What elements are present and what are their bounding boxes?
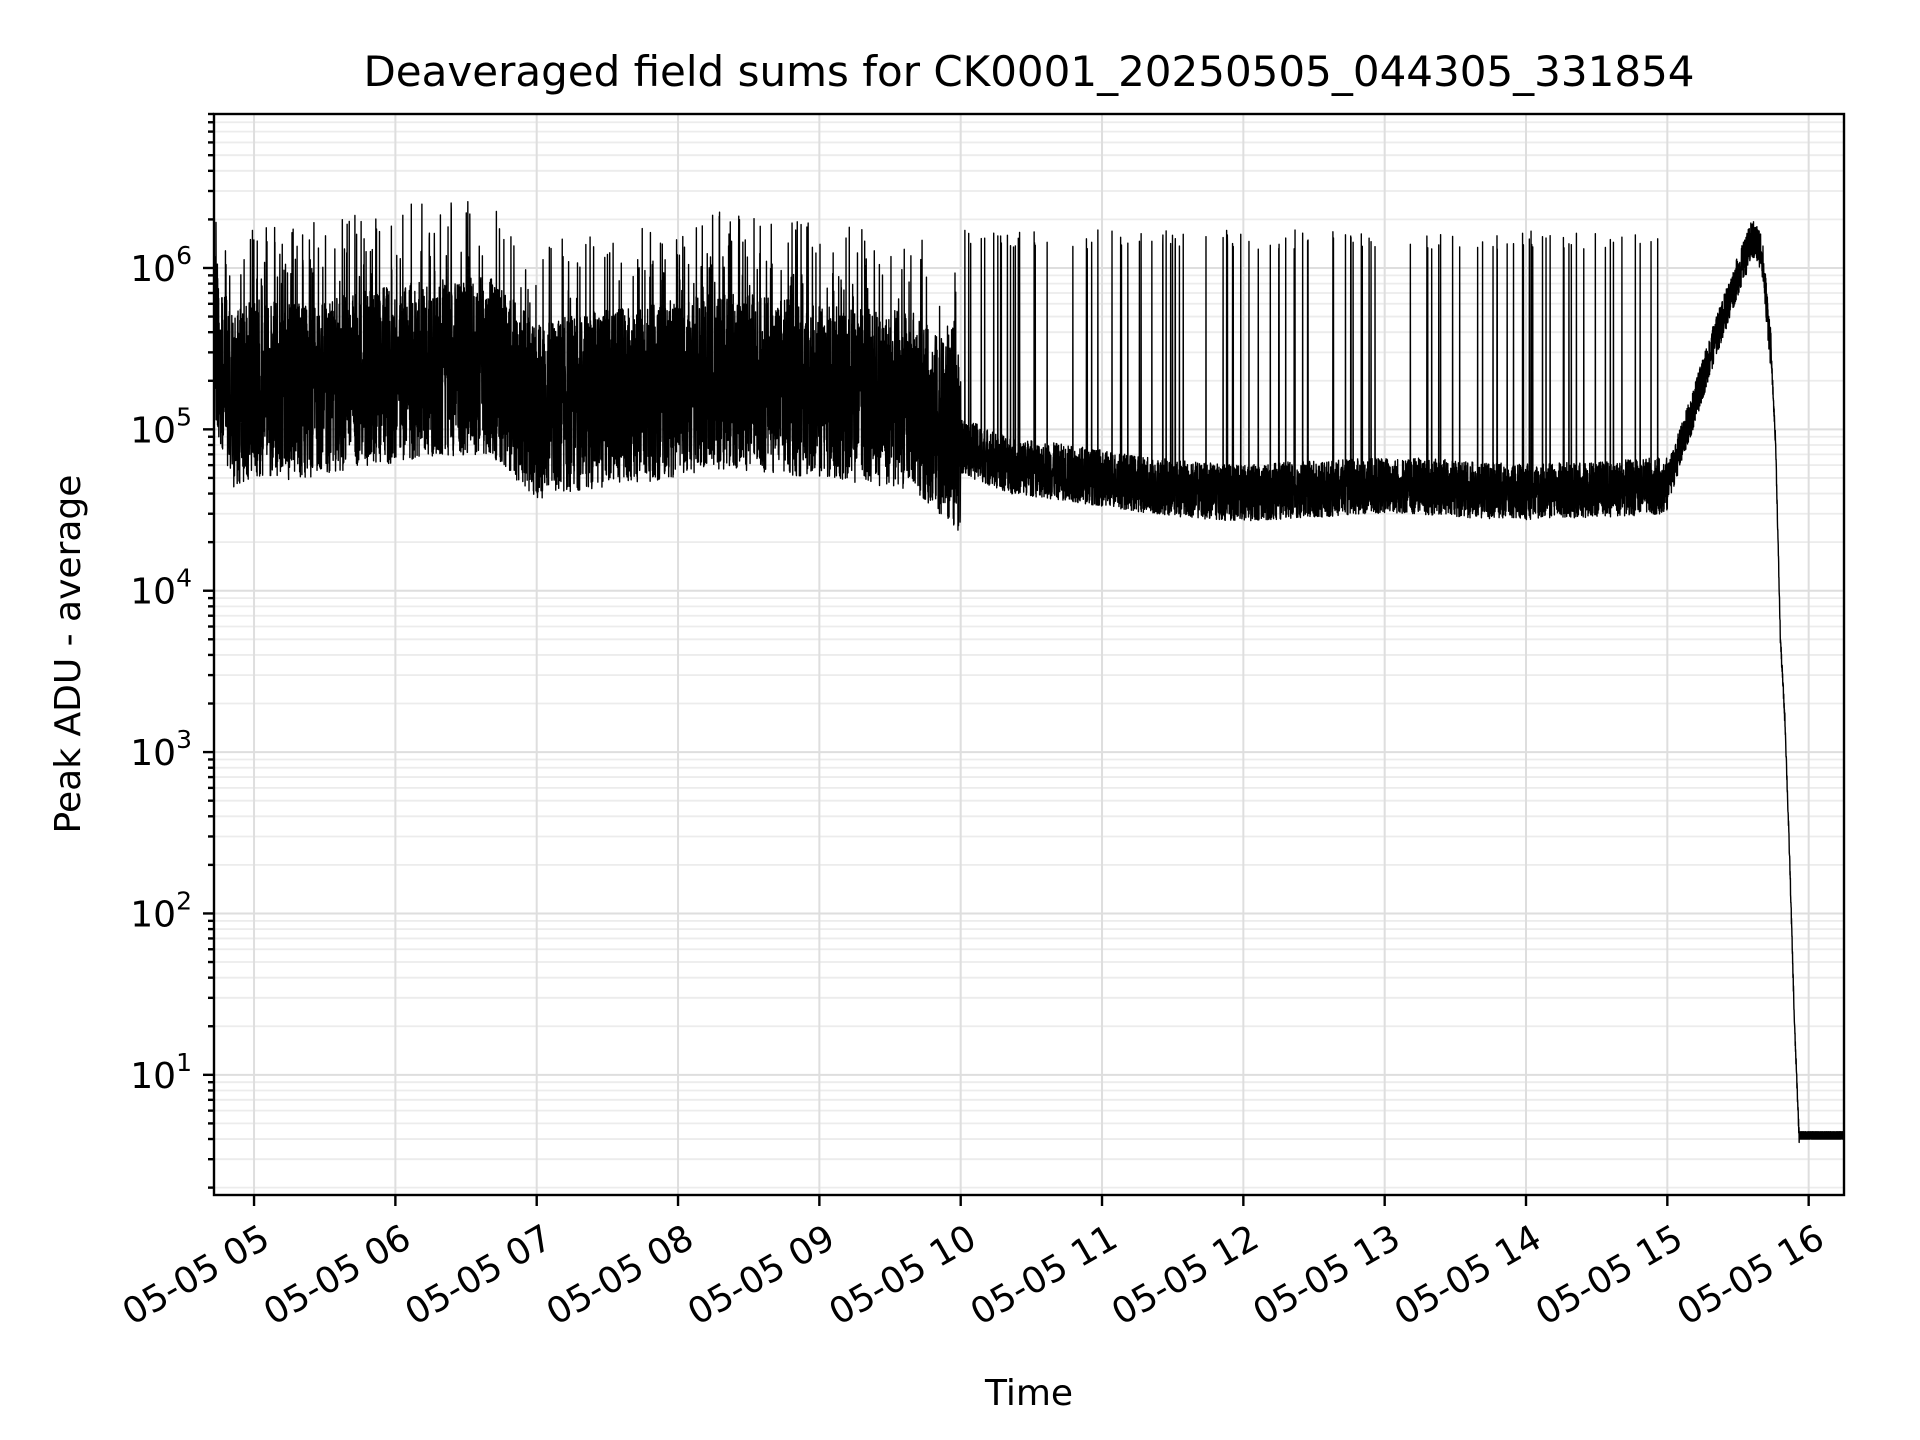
- x-tick-label: 05-05 12: [1105, 1217, 1266, 1333]
- x-tick-label: 05-05 05: [116, 1217, 277, 1333]
- y-tick-label: 104: [130, 564, 192, 613]
- y-tick-label: 102: [130, 886, 192, 935]
- y-tick-label: 101: [130, 1048, 192, 1097]
- series-layer: [213, 201, 1845, 1144]
- y-tick-exponent: 2: [176, 886, 192, 915]
- y-tick-exponent: 3: [176, 725, 192, 754]
- x-tick-label: 05-05 15: [1529, 1217, 1690, 1333]
- y-tick-exponent: 4: [176, 564, 192, 593]
- y-tick-base: 10: [130, 572, 176, 613]
- series-line-0: [213, 201, 1845, 1144]
- chart-title: Deaveraged field sums for CK0001_2025050…: [363, 47, 1694, 96]
- y-tick-base: 10: [130, 410, 176, 451]
- x-tick-label: 05-05 11: [964, 1217, 1125, 1333]
- x-tick-label: 05-05 16: [1670, 1217, 1831, 1333]
- y-tick-exponent: 6: [176, 241, 192, 270]
- y-tick-label: 105: [130, 402, 192, 451]
- x-tick-label: 05-05 09: [681, 1217, 842, 1333]
- y-tick-exponent: 5: [176, 402, 192, 431]
- y-tick-base: 10: [130, 1056, 176, 1097]
- y-axis-label: Peak ADU - average: [48, 475, 89, 834]
- grid: [214, 113, 1844, 1195]
- x-tick-label: 05-05 06: [257, 1217, 418, 1333]
- y-tick-label: 103: [130, 725, 192, 774]
- y-tick-base: 10: [130, 733, 176, 774]
- x-tick-label: 05-05 08: [540, 1217, 701, 1333]
- x-axis-label: Time: [984, 1373, 1073, 1414]
- x-tick-label: 05-05 10: [823, 1217, 984, 1333]
- y-tick-exponent: 1: [176, 1048, 192, 1077]
- y-tick-base: 10: [130, 894, 176, 935]
- y-tick-base: 10: [130, 249, 176, 290]
- y-tick-label: 106: [130, 241, 192, 290]
- x-tick-label: 05-05 07: [399, 1217, 560, 1333]
- x-tick-label: 05-05 13: [1247, 1217, 1408, 1333]
- x-tick-label: 05-05 14: [1388, 1217, 1549, 1333]
